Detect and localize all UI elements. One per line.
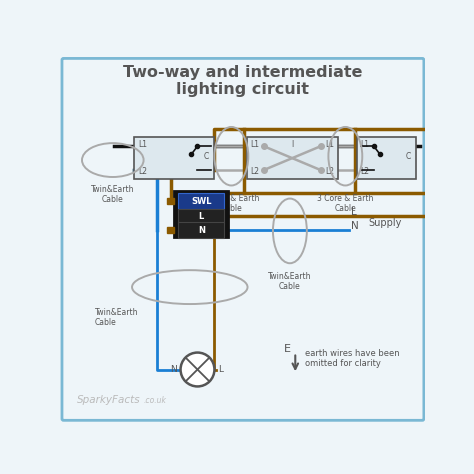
Text: L2: L2 bbox=[361, 167, 370, 176]
Text: L: L bbox=[199, 212, 204, 221]
Bar bbox=[178, 209, 225, 224]
Text: 3 Core & Earth
Cable: 3 Core & Earth Cable bbox=[317, 194, 374, 213]
Text: L1: L1 bbox=[325, 140, 334, 149]
Text: Twin&Earth
Cable: Twin&Earth Cable bbox=[91, 185, 135, 204]
Text: Twin&Earth
Cable: Twin&Earth Cable bbox=[95, 308, 138, 328]
Bar bbox=[134, 137, 214, 179]
Text: C: C bbox=[204, 152, 209, 161]
Text: L: L bbox=[219, 365, 223, 374]
Text: earth wires have been
omitted for clarity: earth wires have been omitted for clarit… bbox=[305, 349, 400, 368]
Text: Twin&Earth
Cable: Twin&Earth Cable bbox=[268, 272, 311, 291]
Text: 3 Core & Earth
Cable: 3 Core & Earth Cable bbox=[203, 194, 260, 213]
Text: L1: L1 bbox=[138, 140, 147, 149]
FancyBboxPatch shape bbox=[62, 58, 424, 420]
Bar bbox=[174, 191, 228, 237]
Text: I: I bbox=[291, 140, 293, 149]
Text: Two-way and intermediate
lighting circuit: Two-way and intermediate lighting circui… bbox=[123, 64, 363, 97]
Bar bbox=[167, 198, 174, 204]
Text: L2: L2 bbox=[325, 167, 334, 176]
Text: L2: L2 bbox=[251, 167, 260, 176]
Bar bbox=[247, 137, 337, 179]
Bar bbox=[167, 227, 174, 233]
Text: .co.uk: .co.uk bbox=[144, 396, 166, 405]
Text: Supply: Supply bbox=[368, 218, 402, 228]
Text: E: E bbox=[284, 344, 291, 354]
Text: N: N bbox=[170, 365, 177, 374]
Text: SWL: SWL bbox=[191, 197, 211, 206]
Bar bbox=[357, 137, 416, 179]
Text: N: N bbox=[198, 226, 205, 235]
Bar bbox=[178, 222, 225, 238]
Bar bbox=[178, 192, 225, 210]
Circle shape bbox=[181, 353, 214, 386]
Text: L2: L2 bbox=[138, 167, 147, 176]
Text: L1: L1 bbox=[251, 140, 260, 149]
Text: L: L bbox=[352, 207, 357, 217]
Text: L1: L1 bbox=[361, 140, 370, 149]
Text: C: C bbox=[405, 152, 410, 161]
Text: N: N bbox=[352, 220, 359, 230]
Text: SparkyFacts: SparkyFacts bbox=[77, 395, 141, 405]
